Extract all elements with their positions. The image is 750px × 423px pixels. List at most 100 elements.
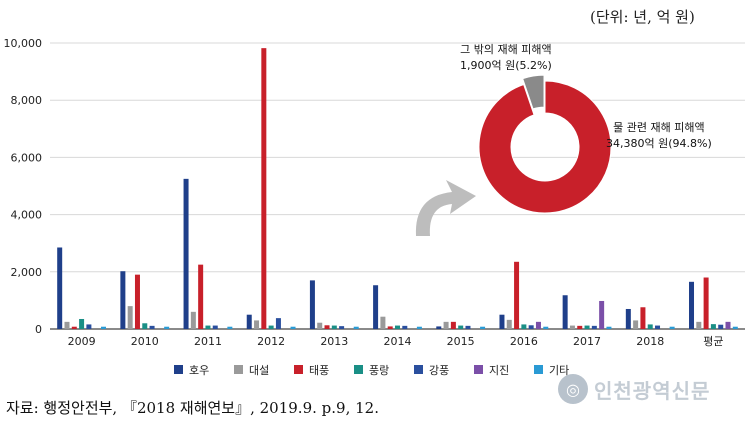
- x-tick-label: 2018: [636, 335, 664, 348]
- bar-풍랑-2017: [584, 325, 590, 329]
- bar-태풍-2018: [640, 307, 646, 329]
- donut-slice-water: [478, 80, 612, 214]
- bar-지진-평균: [725, 321, 731, 329]
- bar-호우-2014: [373, 285, 379, 329]
- bar-풍랑-2010: [142, 323, 148, 329]
- bar-대설-2010: [127, 306, 133, 329]
- bar-기타-2009: [100, 326, 106, 329]
- donut-slice-other: [522, 74, 545, 110]
- bar-호우-2013: [309, 280, 315, 329]
- y-axis-tick-labels: 0 2,000 4,000 6,000 8,000 10,000: [4, 37, 43, 336]
- legend-label: 지진: [489, 364, 509, 377]
- bar-태풍-2012: [261, 48, 267, 329]
- bar-태풍-2010: [134, 274, 140, 329]
- donut-label-other-name: 그 밖의 재해 피해액: [460, 43, 552, 56]
- bar-강풍-평균: [718, 324, 724, 329]
- legend-swatch: [354, 365, 363, 374]
- bar-태풍-2013: [324, 325, 330, 329]
- bar-태풍-2015: [450, 321, 456, 329]
- bar-기타-2015: [480, 326, 486, 329]
- bar-호우-평균: [689, 281, 695, 329]
- bar-강풍-2010: [149, 325, 155, 329]
- bar-지진-2016: [535, 321, 541, 329]
- bar-태풍-2009: [71, 326, 77, 329]
- bar-강풍-2012: [275, 318, 281, 329]
- bar-호우-2017: [562, 295, 568, 329]
- watermark-text: 인천광역신문: [594, 378, 711, 403]
- watermark-logo-icon: ◎: [558, 374, 588, 404]
- legend-swatch: [474, 365, 483, 374]
- donut-label-water: 물 관련 재해 피해액 34,380억 원(94.8%): [606, 120, 712, 152]
- bar-호우-2012: [246, 314, 252, 329]
- bar-대설-2015: [443, 321, 449, 329]
- bar-강풍-2013: [339, 326, 345, 329]
- legend: 호우 대설 태풍 풍랑 강풍 지진 기타: [174, 364, 569, 377]
- donut-label-water-value: 34,380억 원(94.8%): [606, 137, 712, 150]
- bar-풍랑-2013: [331, 325, 337, 329]
- donut-label-other: 그 밖의 재해 피해액 1,900억 원(5.2%): [460, 42, 552, 74]
- bar-대설-2012: [254, 320, 260, 329]
- legend-label: 기타: [549, 364, 569, 377]
- bar-기타-평균: [732, 326, 738, 329]
- bar-강풍-2014: [402, 325, 408, 329]
- x-tick-label: 2015: [447, 335, 475, 348]
- legend-label: 호우: [189, 364, 209, 377]
- bar-풍랑-2014: [395, 325, 400, 329]
- x-tick-label: 2010: [131, 335, 159, 348]
- x-tick-label: 2012: [257, 335, 285, 348]
- legend-swatch: [414, 365, 423, 374]
- bar-대설-2009: [64, 321, 70, 329]
- bar-풍랑-2012: [268, 325, 274, 329]
- bar-풍랑-평균: [710, 324, 716, 329]
- bar-풍랑-2016: [521, 324, 527, 329]
- x-tick-label: 2013: [320, 335, 348, 348]
- bar-호우-2011: [183, 178, 189, 329]
- x-tick-label: 2014: [384, 335, 412, 348]
- bar-호우-2010: [120, 271, 126, 329]
- y-tick-label: 2,000: [11, 266, 43, 279]
- x-tick-label: 2011: [194, 335, 222, 348]
- legend-swatch: [534, 365, 543, 374]
- bar-대설-2011: [190, 311, 196, 329]
- bar-대설-2013: [317, 322, 323, 329]
- bar-기타-2011: [227, 326, 233, 329]
- bar-호우-2016: [499, 314, 505, 329]
- bar-태풍-평균: [703, 277, 709, 329]
- legend-label: 대설: [249, 364, 269, 377]
- legend-label: 태풍: [309, 364, 329, 377]
- x-tick-label: 2017: [573, 335, 601, 348]
- donut-chart: [478, 74, 612, 214]
- bar-풍랑-2018: [647, 324, 653, 329]
- bar-태풍-2016: [514, 261, 520, 329]
- gridlines: [50, 42, 745, 330]
- bar-기타-2018: [669, 326, 675, 329]
- bar-기타-2013: [353, 326, 359, 329]
- unit-note: (단위: 년, 억 원): [590, 8, 695, 26]
- legend-swatch: [234, 365, 243, 374]
- legend-swatch: [174, 365, 183, 374]
- bar-대설-2018: [633, 320, 639, 329]
- y-tick-label: 8,000: [11, 94, 43, 107]
- bar-풍랑-2009: [79, 318, 85, 329]
- x-tick-label: 평균: [703, 335, 723, 348]
- bar-대설-2016: [506, 319, 512, 329]
- source-note: 자료: 행정안전부, 『2018 재해연보』, 2019.9. p.9, 12.: [6, 399, 379, 417]
- bar-풍랑-2011: [205, 325, 211, 329]
- disaster-damage-chart: 0 2,000 4,000 6,000 8,000 10,000 2009 2010 2011…: [4, 37, 745, 377]
- y-tick-label: 4,000: [11, 209, 43, 222]
- bar-호우-2018: [625, 308, 631, 329]
- legend-swatch: [294, 365, 303, 374]
- bar-기타-2010: [164, 326, 170, 329]
- bar-대설-2017: [569, 325, 575, 329]
- donut-label-water-name: 물 관련 재해 피해액: [613, 121, 705, 134]
- bar-기타-2016: [543, 326, 549, 329]
- bar-태풍-2017: [577, 325, 583, 329]
- bar-기타-2014: [416, 326, 422, 329]
- bar-지진-2017: [599, 300, 605, 329]
- legend-label: 강풍: [429, 364, 449, 377]
- bar-강풍-2017: [591, 325, 597, 329]
- bar-태풍-2014: [387, 326, 393, 329]
- bar-기타-2012: [290, 326, 296, 329]
- bar-강풍-2009: [86, 324, 92, 329]
- bar-대설-2014: [380, 316, 386, 329]
